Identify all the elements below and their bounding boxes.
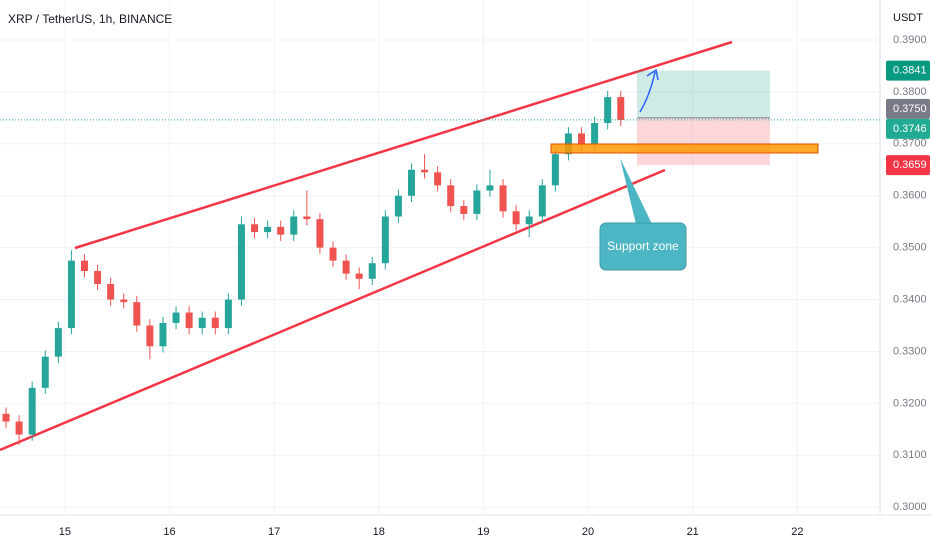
y-tick-label: 0.3400: [893, 293, 927, 305]
candle-body: [67, 260, 75, 329]
candle-body: [159, 322, 167, 347]
candle-body: [486, 185, 494, 191]
candle-body: [447, 185, 455, 207]
candle-body: [525, 216, 533, 225]
candle-body: [355, 273, 363, 279]
candle-body: [512, 211, 520, 225]
y-tick-label: 0.3000: [893, 501, 927, 513]
y-tick-label: 0.3600: [893, 190, 927, 202]
candle-body: [342, 260, 350, 274]
stop-zone: [637, 117, 770, 166]
candle-body: [224, 299, 232, 329]
x-tick-label: 17: [268, 526, 280, 538]
candle-body: [211, 317, 219, 329]
grid: [0, 0, 880, 515]
x-tick-label: 19: [477, 526, 489, 538]
candle-body: [316, 219, 324, 248]
price-label: 0.3659: [893, 159, 927, 171]
y-tick-label: 0.3300: [893, 345, 927, 357]
candle-body: [80, 260, 88, 271]
price-badge: [886, 118, 930, 139]
candle-body: [198, 317, 206, 329]
candle-body: [28, 387, 36, 435]
chart-title: XRP / TetherUS, 1h, BINANCE: [8, 12, 172, 26]
y-tick-label: 0.3700: [893, 138, 927, 150]
candle-body: [421, 169, 429, 173]
candle-body: [604, 97, 612, 124]
upper-trend-line: [74, 40, 733, 250]
y-tick-label: 0.3100: [893, 449, 927, 461]
lower-trend-line: [0, 168, 666, 452]
x-tick-label: 22: [791, 526, 803, 538]
candle-body: [15, 421, 23, 435]
currency: USDT: [893, 12, 923, 24]
y-tick-label: 0.3500: [893, 242, 927, 254]
target-zone: [637, 70, 770, 118]
candle-body: [578, 133, 586, 144]
y-tick-label: 0.3200: [893, 397, 927, 409]
candle-body: [538, 185, 546, 217]
candle-body: [303, 216, 311, 220]
support-zone: [550, 143, 819, 154]
candles: [2, 90, 625, 445]
candle-body: [2, 413, 10, 422]
x-tick-label: 16: [163, 526, 175, 538]
price-label: 0.3750: [893, 103, 927, 115]
x-tick-label: 20: [582, 526, 594, 538]
candle-body: [551, 154, 559, 186]
candle-body: [368, 263, 376, 279]
price-badge: [886, 60, 930, 81]
candle-body: [329, 247, 337, 261]
candle-body: [107, 283, 115, 300]
candle-body: [473, 190, 481, 214]
candle-body: [146, 325, 154, 347]
price-badge: [886, 98, 930, 119]
candle-body: [434, 172, 442, 186]
candle-body: [394, 195, 402, 217]
x-tick-label: 18: [373, 526, 385, 538]
candle-body: [277, 226, 285, 235]
price-label: 0.3746: [893, 123, 927, 135]
candle-body: [460, 206, 468, 214]
candle-body: [120, 299, 128, 303]
candle-body: [290, 216, 298, 235]
arrow: [639, 71, 656, 113]
y-tick-label: 0.3900: [893, 34, 927, 46]
candle-body: [172, 312, 180, 323]
arrow-head: [646, 68, 659, 81]
candle-body: [41, 356, 49, 388]
callout-text: Support zone: [607, 239, 679, 253]
y-tick-label: 0.3800: [893, 86, 927, 98]
candle-body: [237, 224, 245, 300]
candle-body: [54, 328, 62, 357]
price-badge: [886, 155, 930, 176]
x-tick-label: 15: [59, 526, 71, 538]
candle-body: [499, 185, 507, 212]
candle-body: [381, 216, 389, 264]
candle-body: [185, 312, 193, 329]
candle-body: [617, 97, 625, 120]
candle-body: [251, 224, 259, 233]
candle-body: [94, 270, 102, 284]
candle-body: [133, 302, 141, 326]
callout-pointer: [620, 158, 652, 224]
candle-body: [591, 123, 599, 144]
price-label: 0.3841: [893, 65, 927, 77]
candle-body: [264, 226, 272, 233]
position-box: [637, 70, 770, 166]
callout-box: [599, 222, 687, 271]
candle-body: [407, 169, 415, 196]
x-tick-label: 21: [687, 526, 699, 538]
